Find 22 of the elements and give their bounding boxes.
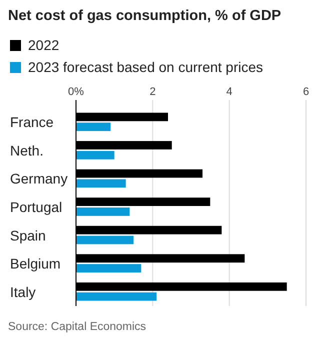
y-tick-label: Belgium xyxy=(10,256,61,272)
x-tick-label: 0% xyxy=(68,86,84,98)
bar xyxy=(76,264,142,272)
x-tick-label: 6 xyxy=(302,86,310,98)
chart-title: Net cost of gas consumption, % of GDP xyxy=(8,8,282,24)
y-tick-label: Germany xyxy=(10,170,68,187)
legend-label: 2023 forecast based on current prices xyxy=(28,59,264,75)
x-tick-label: 2 xyxy=(150,86,156,98)
bar xyxy=(76,292,156,301)
bar xyxy=(76,150,114,160)
bar xyxy=(76,122,110,132)
y-tick-label: France xyxy=(10,114,54,130)
legend-label: 2022 xyxy=(28,37,60,53)
bar xyxy=(76,236,134,244)
y-tick-label: Portugal xyxy=(10,199,62,215)
source-note: Source: Capital Economics xyxy=(8,321,146,333)
bar xyxy=(76,179,126,188)
x-tick-label: 4 xyxy=(226,86,232,98)
y-tick-label: Italy xyxy=(10,284,36,300)
y-tick-label: Spain xyxy=(10,227,46,244)
bar xyxy=(76,208,130,216)
y-tick-label: Neth. xyxy=(10,142,44,158)
